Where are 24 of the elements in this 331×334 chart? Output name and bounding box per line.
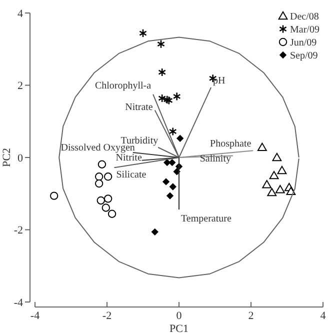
series-label: Salinity [200,154,231,165]
legend-label: Mar/09 [290,24,320,36]
series-label: Silicate [116,170,147,181]
x-tick-label: -4 [30,310,40,322]
legend-label: Jun/09 [290,38,317,48]
series-label: Chlorophyll-a [94,80,152,92]
x-tick-label: -2 [102,310,112,322]
legend-label: Dec/08 [290,12,319,22]
series-label: pH [213,75,226,86]
x-axis-title: PC1 [170,323,188,334]
series-label: Nitrite [116,152,142,164]
y-tick-label: -4 [14,296,24,309]
x-tick-label: 2 [248,310,254,322]
y-tick-label: 0 [18,152,24,164]
x-tick-label: 4 [320,310,326,322]
y-tick-label: 4 [18,8,24,20]
y-axis-title: PC2 [1,148,13,167]
y-tick-label: 2 [18,80,23,92]
legend-label: Sep/09 [290,50,318,62]
y-tick-label: -2 [14,224,23,237]
series-label: Temperature [181,214,232,225]
series-label: Nitrate [125,102,154,114]
series-label: Phosphate [210,138,252,150]
x-tick-label: 0 [176,310,182,322]
